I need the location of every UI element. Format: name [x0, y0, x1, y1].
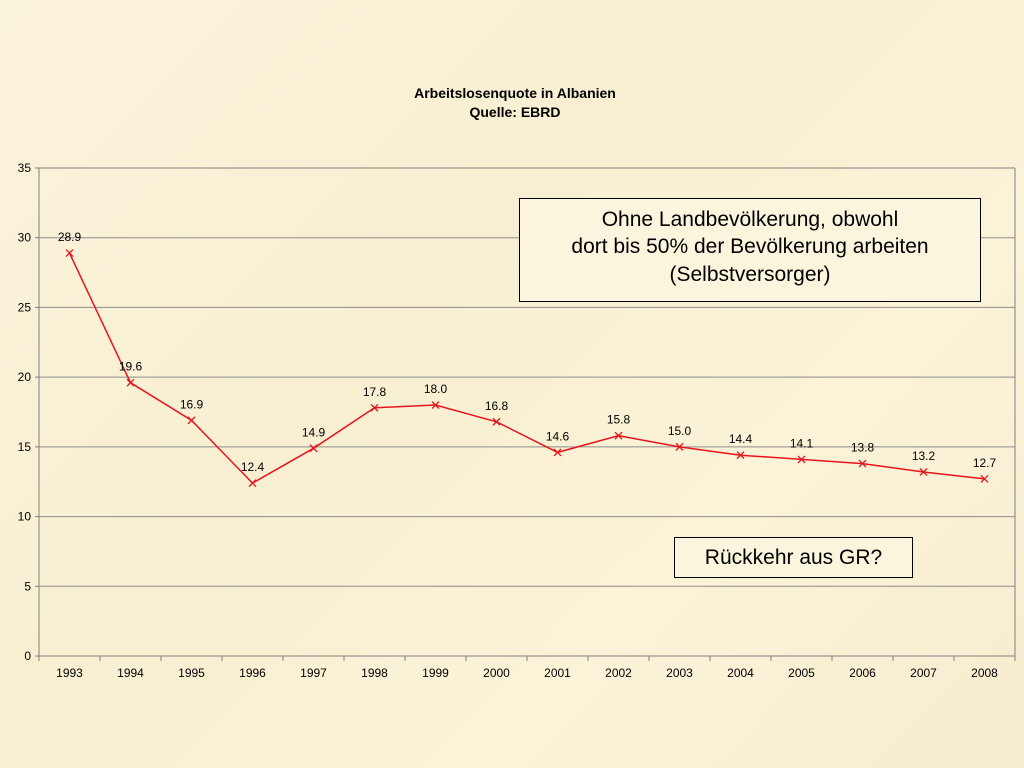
marker-stroke	[797, 455, 806, 464]
chart-title: Arbeitslosenquote in Albanien	[414, 85, 616, 101]
y-tick-label: 30	[18, 231, 32, 245]
marker-stroke	[553, 448, 562, 457]
series-unemployment	[65, 249, 989, 488]
data-point	[370, 403, 379, 412]
x-tick-label: 2000	[483, 666, 510, 680]
y-tick-label: 15	[18, 440, 32, 454]
marker-stroke	[309, 444, 318, 453]
y-tick-labels: 0 5 10 15 20 25 30 35	[18, 161, 32, 663]
data-label: 14.1	[790, 436, 814, 450]
data-label: 14.4	[729, 432, 753, 446]
annotation-line-3: (Selbstversorger)	[669, 262, 831, 286]
data-label: 12.4	[241, 460, 265, 474]
y-tick-label: 25	[18, 300, 32, 314]
marker-stroke	[65, 249, 74, 258]
x-tick-label: 2007	[910, 666, 937, 680]
marker-stroke	[736, 451, 745, 460]
marker-stroke	[431, 401, 440, 409]
data-point	[431, 401, 440, 409]
data-label: 14.6	[546, 429, 570, 443]
marker-stroke	[248, 479, 257, 488]
x-tick-label: 2008	[971, 666, 998, 680]
x-tick-label: 1994	[117, 666, 144, 680]
annotation-line-2: dort bis 50% der Bevölkerung arbeiten	[571, 235, 929, 259]
x-tick-label: 2006	[849, 666, 876, 680]
data-point	[126, 378, 135, 387]
y-tick-label: 5	[24, 579, 31, 593]
marker-stroke	[675, 442, 684, 451]
annotation-rural-population: Ohne Landbevölkerung, obwohl dort bis 50…	[519, 198, 981, 302]
marker-stroke	[126, 378, 135, 387]
data-point	[980, 474, 989, 483]
x-tick-label: 1997	[300, 666, 327, 680]
data-label: 13.8	[851, 441, 875, 455]
data-label: 18.0	[424, 382, 448, 396]
data-point	[797, 455, 806, 464]
chart-subtitle: Quelle: EBRD	[469, 104, 560, 120]
annotation-return-greece: Rückkehr aus GR?	[674, 537, 913, 578]
data-point	[553, 448, 562, 457]
x-tick-label: 2001	[544, 666, 571, 680]
axes	[35, 167, 1016, 661]
marker-stroke	[492, 417, 501, 426]
marker-stroke	[919, 467, 928, 476]
x-tick-labels: 1993 1994 1995 1996 1997 1998 1999 2000 2001 2002…	[56, 666, 998, 680]
data-label: 15.0	[668, 424, 692, 438]
series-line	[68, 252, 985, 485]
data-point	[492, 417, 501, 426]
data-point	[248, 479, 257, 488]
y-tick-label: 35	[18, 161, 32, 175]
data-point	[736, 451, 745, 460]
x-tick-label: 1993	[56, 666, 83, 680]
y-tick-label: 20	[18, 370, 32, 384]
data-point	[614, 431, 623, 440]
y-tick-label: 0	[24, 649, 31, 663]
data-label: 14.9	[302, 425, 326, 439]
marker-stroke	[858, 459, 867, 468]
x-tick-label: 2005	[788, 666, 815, 680]
x-tick-label: 1998	[361, 666, 388, 680]
data-label: 16.9	[180, 397, 204, 411]
x-tick-label: 1999	[422, 666, 449, 680]
data-point	[65, 249, 74, 258]
data-label: 15.8	[607, 413, 631, 427]
x-tick-label: 1996	[239, 666, 266, 680]
marker-stroke	[614, 431, 623, 440]
data-label: 12.7	[973, 456, 997, 470]
data-point	[675, 442, 684, 451]
marker-stroke	[980, 474, 989, 483]
data-label: 28.9	[58, 230, 82, 244]
x-tick-label: 2002	[605, 666, 632, 680]
data-point	[858, 459, 867, 468]
data-label: 19.6	[119, 360, 143, 374]
data-label: 16.8	[485, 399, 509, 413]
data-label: 13.2	[912, 449, 936, 463]
marker-stroke	[187, 416, 196, 425]
data-point	[919, 467, 928, 476]
annotation-line-1: Ohne Landbevölkerung, obwohl	[601, 208, 899, 231]
x-tick-label: 2004	[727, 666, 754, 680]
data-point	[187, 416, 196, 425]
y-tick-label: 10	[18, 510, 32, 524]
data-labels: 28.9 19.6 16.9 12.4 14.9 17.8 18.0 16.8 14.6 15.8…	[58, 230, 997, 474]
data-point	[309, 444, 318, 453]
x-tick-label: 2003	[666, 666, 693, 680]
marker-stroke	[370, 403, 379, 412]
x-tick-label: 1995	[178, 666, 205, 680]
data-label: 17.8	[363, 385, 387, 399]
